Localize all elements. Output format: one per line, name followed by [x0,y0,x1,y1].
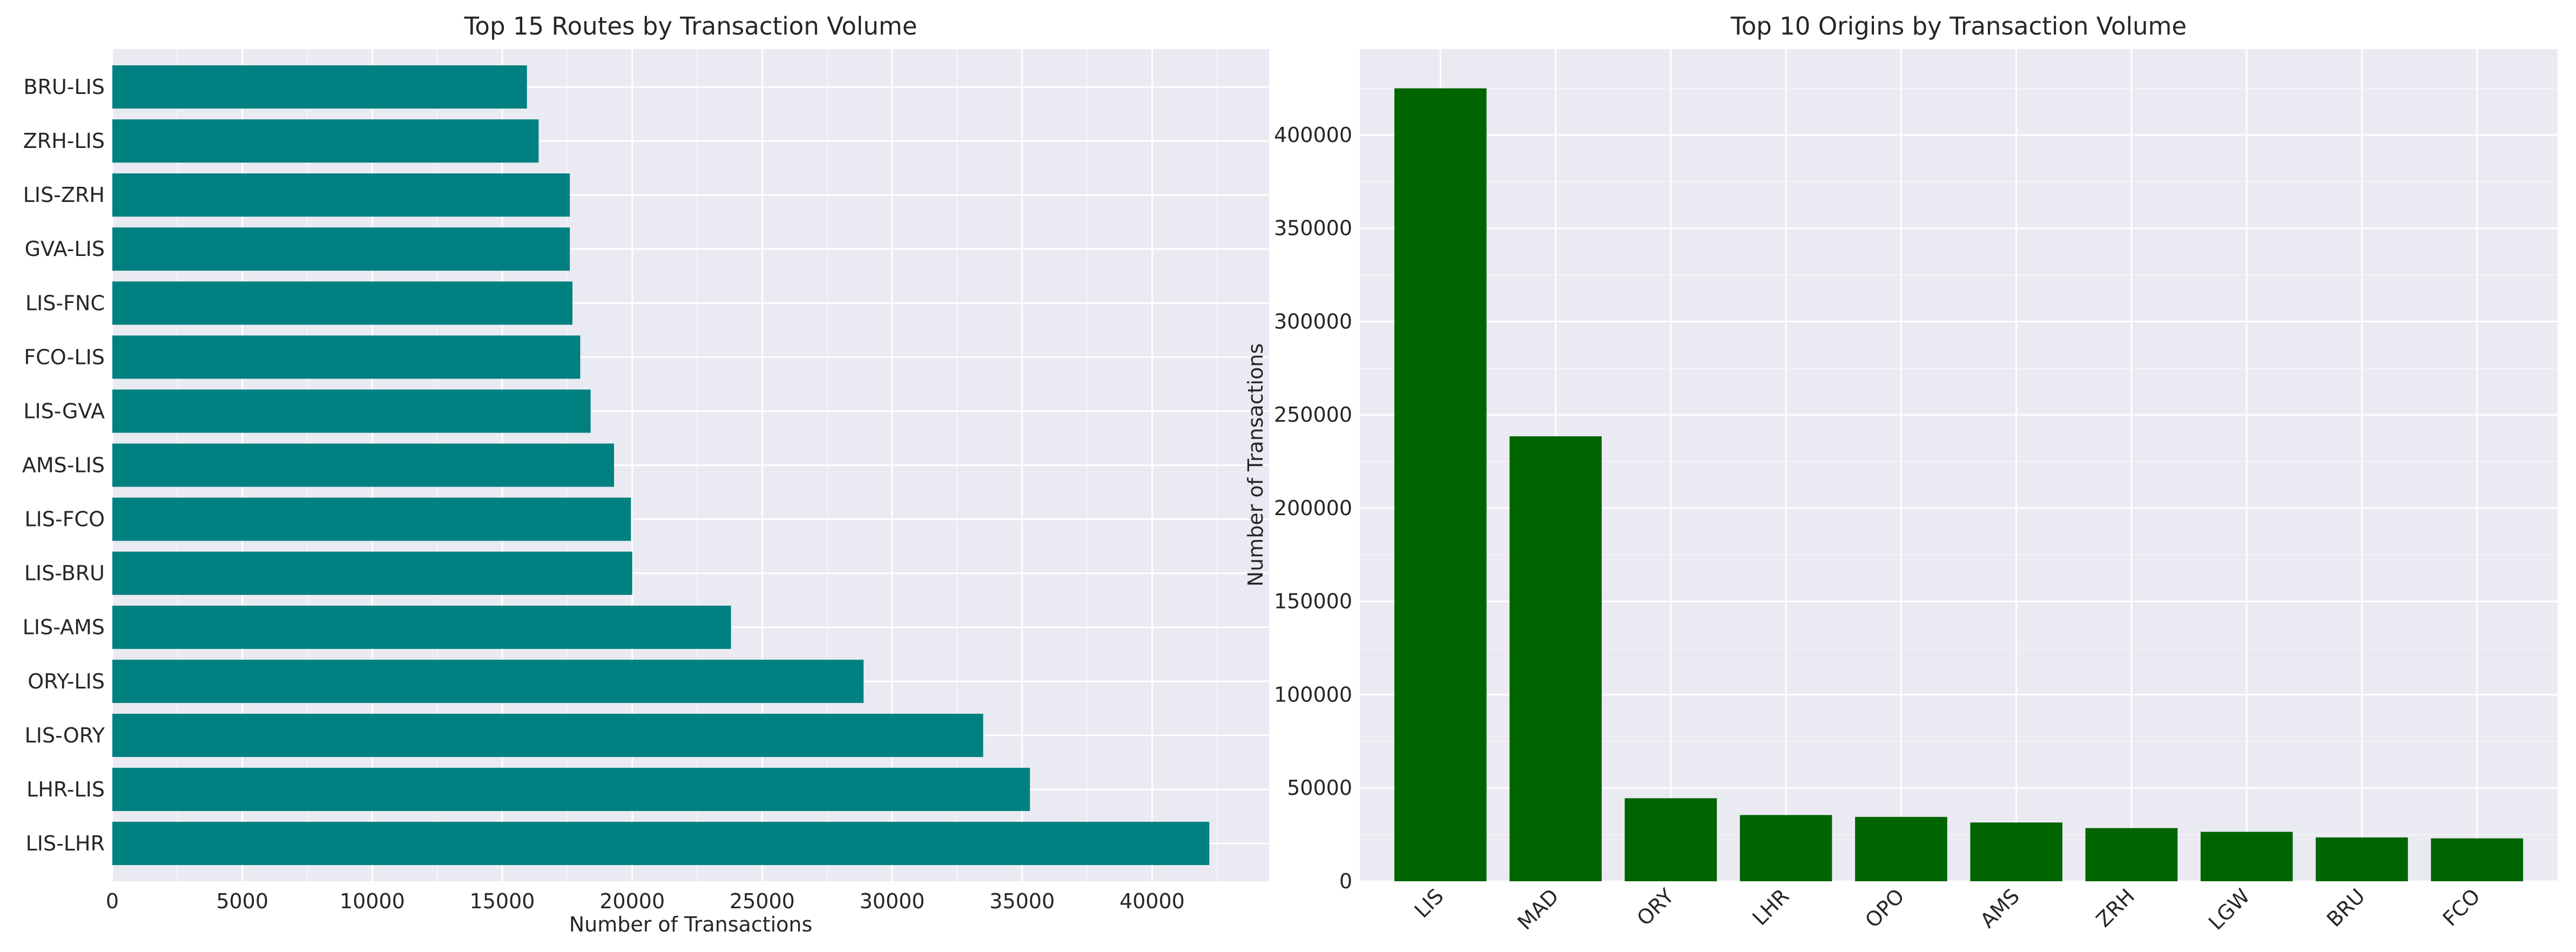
category-label: LIS-ORY [25,724,105,747]
bar-ams [1970,822,2062,881]
bar-lis-gva [112,389,591,433]
bar-lis-bru [112,551,632,595]
category-label: GVA-LIS [25,237,105,261]
category-label: LHR-LIS [26,778,105,801]
category-label: ZRH [2092,884,2139,931]
bar-bru-lis [112,65,527,109]
category-label: MAD [1513,884,1563,934]
bar-zrh-lis [112,119,539,163]
category-label: FCO-LIS [24,345,105,369]
routes-category-labels: LIS-LHR LHR-LIS LIS-ORY ORY-LIS LIS-AMS LIS-B… [22,75,105,855]
category-label: ZRH-LIS [23,129,105,153]
x-tick-label: 25000 [730,889,795,913]
bar-mad [1509,436,1602,881]
origins-chart: 0 50000 100000 150000 200000 250000 300000 3500… [1244,12,2558,935]
category-label: LIS-LHR [26,832,105,855]
bar-lis-ams [112,605,731,649]
origins-chart-title: Top 10 Origins by Transaction Volume [1730,12,2187,40]
y-tick-label: 150000 [1274,590,1352,613]
x-tick-label: 20000 [599,889,665,913]
y-tick-label: 350000 [1274,217,1352,240]
category-label: AMS [1975,884,2024,933]
origins-category-labels: LIS MAD ORY LHR OPO AMS ZRH LGW BRU FCO [1410,884,2485,935]
bar-fco [2431,838,2524,881]
category-label: LGW [2204,884,2254,934]
bar-lis [1394,88,1487,881]
category-label: LHR [1748,884,1793,930]
routes-x-axis-label: Number of Transactions [569,913,813,936]
category-label: LIS-FNC [25,291,105,315]
origins-bars [1394,88,2524,881]
bar-lis-ory [112,713,983,757]
x-tick-label: 10000 [340,889,405,913]
category-label: ORY [1633,884,1679,930]
y-tick-label: 300000 [1274,309,1352,333]
category-label: FCO [2438,884,2485,930]
y-tick-label: 100000 [1274,683,1352,706]
y-tick-label: 200000 [1274,496,1352,520]
y-tick-label: 50000 [1287,776,1352,800]
bar-bru [2316,837,2408,881]
category-label: LIS-GVA [23,399,105,423]
bar-gva-lis [112,227,570,271]
x-tick-label: 5000 [216,889,268,913]
routes-bars [112,65,1210,865]
origins-y-tick-labels: 0 50000 100000 150000 200000 250000 300000 3500… [1274,123,1352,893]
bar-ams-lis [112,443,615,487]
bar-lis-fnc [112,281,572,325]
bar-lgw [2200,832,2293,881]
y-tick-label: 0 [1339,869,1352,893]
bar-lis-fco [112,497,631,541]
routes-chart-title: Top 15 Routes by Transaction Volume [464,12,918,40]
routes-chart: LIS-LHR LHR-LIS LIS-ORY ORY-LIS LIS-AMS LIS-B… [22,12,1269,936]
bar-fco-lis [112,335,581,379]
category-label: LIS-AMS [23,616,105,639]
category-label: ORY-LIS [28,670,105,693]
x-tick-label: 15000 [470,889,535,913]
bar-ory [1624,798,1717,881]
category-label: LIS-BRU [24,562,105,585]
origins-y-axis-label: Number of Transactions [1244,343,1267,587]
y-tick-label: 400000 [1274,123,1352,147]
bar-lhr [1739,815,1832,881]
category-label: LIS-ZRH [23,183,105,207]
x-tick-label: 40000 [1120,889,1185,913]
category-label: AMS-LIS [22,454,105,477]
bar-lis-zrh [112,173,570,217]
category-label: LIS-FCO [24,508,105,531]
bar-opo [1855,816,1947,881]
routes-x-tick-labels: 0 5000 10000 15000 20000 25000 30000 35000 40000 [106,889,1185,913]
bar-lis-lhr [112,821,1210,865]
bar-ory-lis [112,659,864,703]
x-tick-label: 35000 [989,889,1055,913]
category-label: BRU-LIS [24,75,105,99]
category-label: BRU [2322,884,2370,931]
x-tick-label: 0 [106,889,119,913]
bar-zrh [2085,828,2178,881]
category-label: LIS [1410,884,1448,922]
y-tick-label: 250000 [1274,403,1352,427]
category-label: OPO [1860,884,1909,933]
x-tick-label: 30000 [860,889,925,913]
bar-lhr-lis [112,767,1030,811]
